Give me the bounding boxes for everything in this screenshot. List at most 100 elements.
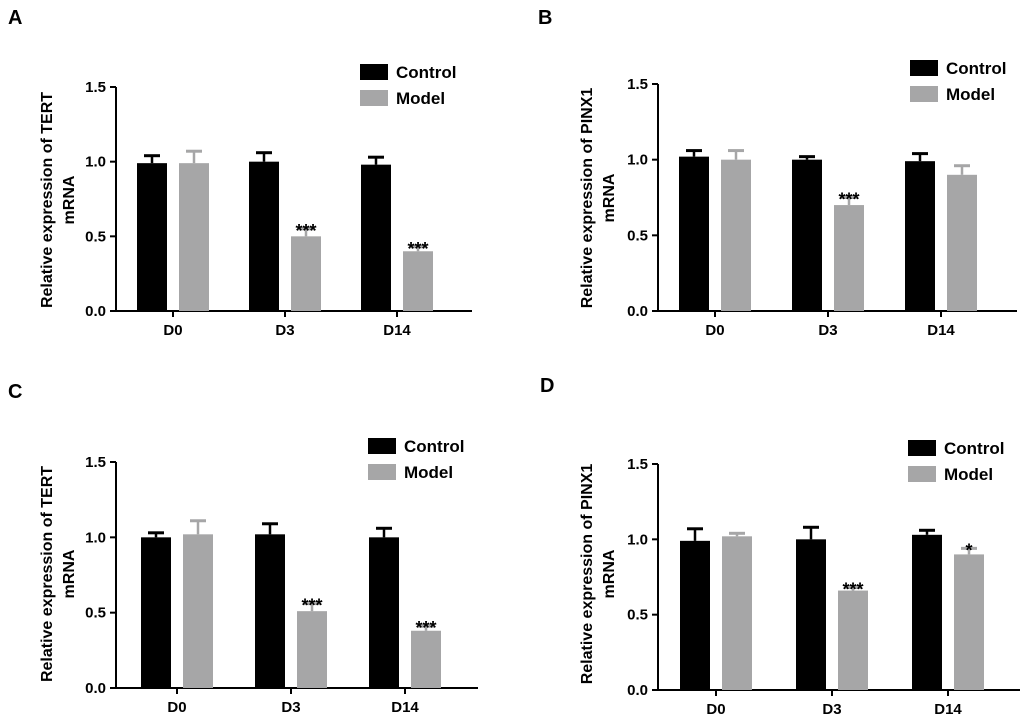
x-tick-label: D3 [822, 701, 841, 718]
bar-model-d3 [291, 236, 321, 311]
x-tick-label: D3 [818, 322, 837, 339]
x-tick-label: D0 [706, 701, 725, 718]
legend-label-control: Control [404, 437, 464, 456]
bar-control-d14 [369, 537, 399, 688]
x-tick-label: D14 [934, 701, 962, 718]
x-tick-label: D3 [281, 699, 300, 716]
x-tick-label: D14 [383, 322, 411, 339]
bar-model-d0 [179, 163, 209, 311]
plot-area: 0.0 0.5 1.0 1.5 D0 D3 D14 *** *** [85, 79, 472, 339]
legend-label-control: Control [946, 59, 1006, 78]
significance-label: *** [301, 596, 322, 616]
bar-model-d14 [403, 251, 433, 311]
panel-letter: B [538, 7, 552, 29]
y-tick-label: 0.0 [85, 303, 106, 320]
legend-swatch-control [368, 438, 396, 454]
legend-swatch-control [360, 64, 388, 80]
legend-label-model: Model [946, 85, 995, 104]
plot-area: 0.00.51.01.5D0 D3 D14**** [627, 456, 1020, 718]
y-tick-label: 1.5 [85, 454, 106, 471]
significance-label: * [965, 540, 972, 560]
bar-control-d3 [249, 161, 279, 311]
y-tick-label: 1.5 [627, 456, 648, 473]
y-axis-label-line2: mRNA [601, 173, 618, 222]
legend-swatch-model [368, 464, 396, 480]
bar-model-d0 [722, 536, 752, 690]
y-axis-label: Relative expression of PINX1 mRNA [579, 464, 618, 685]
chart-c: C Relative expression of TERT mRNA 0.00.… [8, 381, 478, 716]
y-axis-label: Relative expression of PINX1 mRNA [579, 88, 618, 309]
bar-control-d0 [141, 537, 171, 688]
chart-d: D Relative expression of PINX1 mRNA 0.0 0… [540, 375, 1020, 718]
legend-swatch-model [910, 86, 938, 102]
plot-area: 0.0 0.5 1.0 1.5 D0 D3 D14 *** *** [85, 454, 478, 716]
legend-label-model: Model [396, 89, 445, 108]
bar-model-d3 [297, 611, 327, 688]
y-tick-label: 0.5 [627, 607, 648, 624]
panel-b: B Relative expression of PINX1 mRNA 0.0 0… [510, 0, 1020, 362]
bar-model-d3 [838, 590, 868, 690]
panel-letter: C [8, 381, 22, 403]
bar-control-d3 [796, 539, 826, 690]
legend: Control Model [910, 59, 1006, 104]
bar-control-d0 [680, 540, 710, 690]
bar-model-d3 [834, 205, 864, 311]
bar-model-d14 [947, 174, 977, 311]
panel-c: C Relative expression of TERT mRNA 0.0 0.… [0, 362, 510, 723]
y-tick-label: 1.5 [85, 79, 106, 96]
panel-letter: A [8, 7, 22, 29]
legend-label-model: Model [944, 465, 993, 484]
y-tick-label: 0.5 [85, 605, 106, 622]
legend: Control Model [908, 439, 1004, 484]
legend-swatch-control [910, 60, 938, 76]
bar-model-d14 [954, 554, 984, 690]
x-tick-label: D0 [167, 699, 186, 716]
y-axis-label-line1: Relative expression of TERT [39, 466, 56, 682]
y-axis-label: Relative expression of TERT mRNA [39, 92, 78, 308]
y-tick-label: 1.0 [627, 152, 648, 169]
plot-area: 0.0 0.5 1.0 1.5 D0 D3 D14 *** [627, 76, 1017, 339]
bar-model-d14 [411, 630, 441, 688]
bar-control-d3 [792, 159, 822, 311]
legend: Control Model [360, 63, 456, 108]
bar-control-d0 [679, 156, 709, 311]
panel-a: A Relative expression of TERT mRNA 0.0 0.… [0, 0, 510, 362]
legend: Control Model [368, 437, 464, 482]
y-tick-label: 0.0 [627, 303, 648, 320]
y-tick-label: 1.5 [627, 76, 648, 93]
bar-control-d14 [361, 164, 391, 311]
y-tick-label: 0.5 [627, 227, 648, 244]
x-tick-label: D14 [927, 322, 955, 339]
x-tick-label: D0 [705, 322, 724, 339]
y-axis-label-line2: mRNA [61, 175, 78, 224]
y-axis-label-line1: Relative expression of TERT [39, 92, 56, 308]
x-tick-label: D14 [391, 699, 419, 716]
y-axis-label-line1: Relative expression of PINX1 [579, 88, 596, 309]
panel-d: D Relative expression of PINX1 mRNA 0.0 0… [510, 362, 1020, 723]
y-axis-label-line2: mRNA [61, 549, 78, 598]
y-tick-label: 1.0 [627, 531, 648, 548]
legend-label-control: Control [944, 439, 1004, 458]
legend-label-control: Control [396, 63, 456, 82]
chart-a: A Relative expression of TERT mRNA 0.0 0.… [8, 7, 472, 339]
bar-control-d14 [912, 534, 942, 690]
bar-control-d3 [255, 534, 285, 688]
significance-label: *** [415, 618, 436, 638]
significance-label: *** [838, 190, 859, 210]
y-tick-label: 0.0 [85, 680, 106, 697]
y-tick-label: 0.0 [627, 682, 648, 699]
bar-control-d14 [905, 161, 935, 311]
legend-swatch-control [908, 440, 936, 456]
bar-control-d0 [137, 163, 167, 311]
y-tick-label: 1.0 [85, 529, 106, 546]
legend-swatch-model [908, 466, 936, 482]
bar-model-d0 [721, 159, 751, 311]
y-axis-label-line2: mRNA [601, 549, 618, 598]
y-axis-label: Relative expression of TERT mRNA [39, 466, 78, 682]
legend-label-model: Model [404, 463, 453, 482]
significance-label: *** [407, 239, 428, 259]
x-tick-label: D0 [163, 322, 182, 339]
panel-letter: D [540, 375, 554, 397]
significance-label: *** [842, 580, 863, 600]
y-tick-label: 0.5 [85, 228, 106, 245]
